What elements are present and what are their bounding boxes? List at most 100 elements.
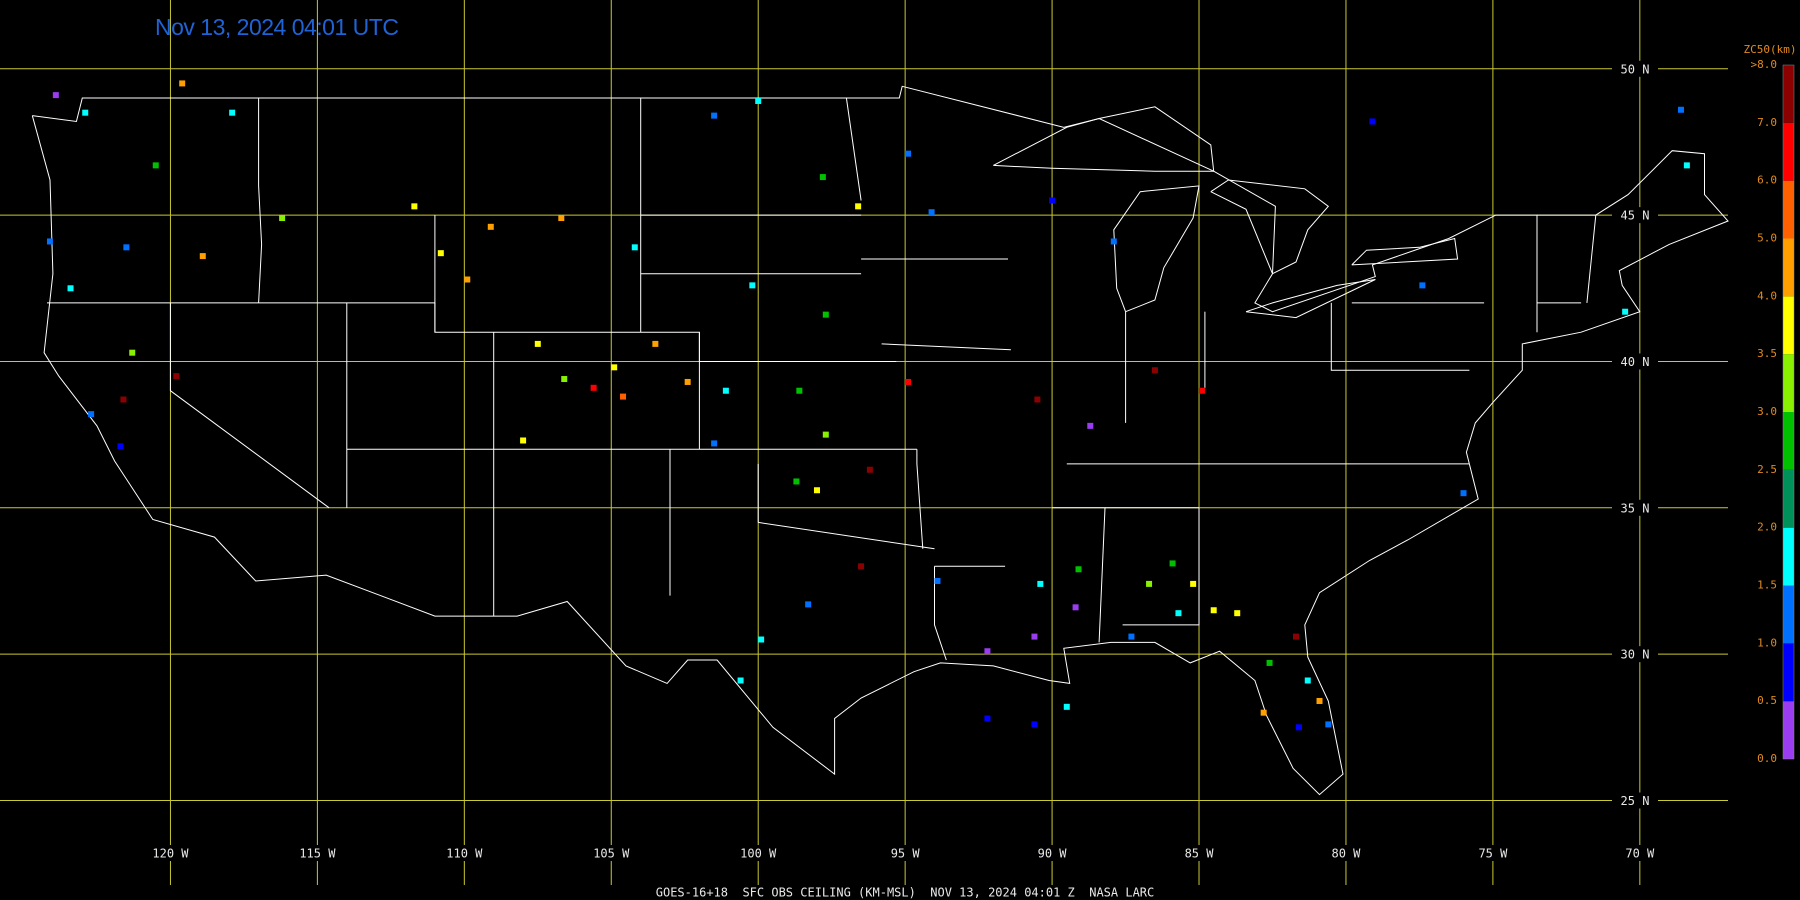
label-bg xyxy=(1028,845,1077,861)
boundary xyxy=(169,302,330,509)
colorbar-label: >8.0 xyxy=(1751,58,1778,71)
boundary xyxy=(1330,302,1470,371)
boundary xyxy=(258,98,263,303)
colorbar-label: 4.0 xyxy=(1757,289,1777,302)
station xyxy=(1087,422,1094,429)
station xyxy=(1169,560,1176,567)
lon-label: 110 W xyxy=(446,847,483,861)
colorbar-segment xyxy=(1783,65,1794,123)
station xyxy=(88,411,95,418)
station xyxy=(652,340,659,347)
station xyxy=(1234,610,1241,617)
station xyxy=(152,162,159,169)
colorbar-label: 0.5 xyxy=(1757,694,1777,707)
label-bg xyxy=(1175,845,1224,861)
boundary xyxy=(758,521,935,550)
colorbar-label: 0.0 xyxy=(1757,752,1777,765)
station xyxy=(934,577,941,584)
timestamp: Nov 13, 2024 04:01 UTC xyxy=(155,14,398,40)
station xyxy=(819,174,826,181)
station xyxy=(866,466,873,473)
station xyxy=(1198,387,1205,394)
label-bg xyxy=(293,845,342,861)
labels: 50 N 45 N 40 N 35 N 30 N 25 N 120 W 115 W 110 W 1… xyxy=(146,43,1796,861)
boundary xyxy=(1245,279,1376,319)
boundary xyxy=(1351,237,1459,266)
station xyxy=(1049,197,1056,204)
colorbar-segment xyxy=(1783,643,1794,702)
colorbar-label: 3.5 xyxy=(1757,347,1777,360)
boundary xyxy=(881,343,1011,351)
station xyxy=(1419,282,1426,289)
station xyxy=(561,376,568,383)
label-bg xyxy=(1612,207,1658,224)
footer: GOES-16+18 SFC OBS CEILING (KM-MSL) NOV … xyxy=(656,886,1155,900)
colorbar-label: 2.0 xyxy=(1757,521,1777,534)
colorbar-frame xyxy=(1782,64,1795,760)
station xyxy=(813,487,820,494)
lon-label: 90 W xyxy=(1038,847,1068,861)
station xyxy=(52,92,59,99)
label-bg xyxy=(146,845,195,861)
boundary xyxy=(916,449,924,549)
station xyxy=(487,223,494,230)
station xyxy=(858,563,865,570)
boundary xyxy=(1586,215,1597,303)
boundary xyxy=(1210,179,1330,275)
grid xyxy=(0,0,1728,885)
station xyxy=(173,373,180,380)
lat-label: 50 N xyxy=(1621,62,1650,76)
station xyxy=(117,443,124,450)
station xyxy=(1622,308,1629,315)
colorbar-segment xyxy=(1783,238,1794,297)
station xyxy=(737,677,744,684)
label-bg xyxy=(1612,353,1658,370)
station xyxy=(1293,633,1299,640)
label-bg xyxy=(1321,845,1370,861)
station xyxy=(684,378,691,385)
station xyxy=(1031,721,1038,728)
label-bg xyxy=(440,845,489,861)
station xyxy=(1072,604,1079,611)
lon-label: 100 W xyxy=(740,847,777,861)
station xyxy=(199,253,206,260)
station xyxy=(758,636,765,643)
station xyxy=(1316,697,1323,704)
station xyxy=(1190,580,1197,587)
station xyxy=(1175,610,1182,617)
colorbar-segment xyxy=(1783,412,1794,470)
station xyxy=(755,97,762,104)
station xyxy=(631,244,638,251)
station xyxy=(1151,367,1158,374)
station xyxy=(722,387,729,394)
colorbar-segment xyxy=(1783,585,1794,644)
station xyxy=(1210,607,1217,614)
station xyxy=(984,715,991,722)
station xyxy=(711,440,718,447)
lon-label: 120 W xyxy=(152,847,189,861)
station xyxy=(1110,238,1117,245)
station xyxy=(1128,633,1135,640)
station xyxy=(120,396,127,403)
station xyxy=(1037,580,1044,587)
boundary xyxy=(31,85,1729,796)
colorbar-label: 7.0 xyxy=(1757,116,1777,129)
label-bg xyxy=(1612,792,1658,809)
label-bg xyxy=(1615,845,1664,861)
station xyxy=(558,215,565,222)
stations xyxy=(46,80,1690,731)
station xyxy=(822,431,829,438)
lat-label: 35 N xyxy=(1621,501,1650,515)
colorbar-segment xyxy=(1783,180,1794,239)
colorbar-segment xyxy=(1783,354,1794,412)
station xyxy=(179,80,186,87)
boundary xyxy=(1113,185,1200,313)
station xyxy=(905,378,912,385)
station xyxy=(411,203,418,210)
boundary xyxy=(47,302,897,362)
station xyxy=(711,112,718,119)
station xyxy=(1063,703,1070,710)
station xyxy=(796,387,803,394)
station xyxy=(437,250,444,257)
